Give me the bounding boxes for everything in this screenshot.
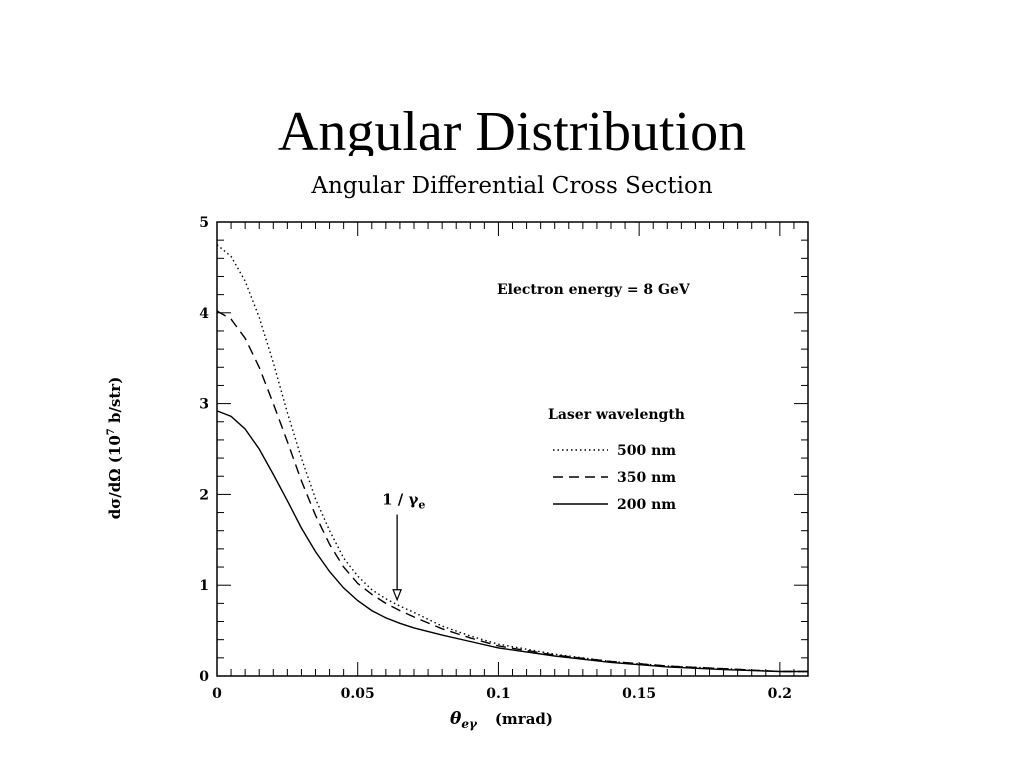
legend-title: Laser wavelength	[548, 407, 685, 423]
y-axis-ticks: 0 1 2 3 4 5	[199, 215, 808, 685]
x-tick-label: 0.2	[768, 686, 792, 702]
y-tick-label: 2	[199, 487, 209, 503]
slide-title: Angular Distribution	[277, 101, 747, 156]
legend-label: 200 nm	[617, 497, 676, 513]
x-axis-ticks: 0 0.05 0.1 0.15 0.2	[212, 222, 809, 702]
series-line-200-nm	[216, 410, 808, 673]
y-tick-label: 4	[199, 306, 209, 322]
x-tick-label: 0.05	[341, 686, 375, 702]
series-line-500-nm	[216, 244, 808, 673]
electron-energy-annotation: Electron energy = 8 GeV	[497, 282, 691, 298]
y-tick-label: 0	[199, 669, 209, 685]
x-tick-label: 0.15	[622, 686, 656, 702]
legend-label: 350 nm	[617, 470, 676, 486]
x-axis-label: θeγ (mrad)	[450, 709, 553, 733]
series-line-350-nm	[216, 310, 808, 673]
inverse-gamma-annotation: 1 / γe	[382, 491, 425, 602]
arrow-head-icon	[392, 589, 403, 602]
y-tick-label: 1	[199, 578, 209, 594]
x-tick-label: 0	[212, 686, 222, 702]
x-tick-label: 0.1	[486, 686, 510, 702]
inverse-gamma-label: 1 / γe	[382, 491, 425, 512]
series-lines	[216, 244, 808, 673]
y-tick-label: 5	[199, 215, 209, 231]
legend: Laser wavelength 500 nm 350 nm 200 nm	[548, 407, 685, 513]
chart-title: Angular Differential Cross Section	[310, 173, 713, 199]
legend-label: 500 nm	[617, 443, 676, 459]
y-axis-label: dσ/dΩ (107 b/str)	[106, 377, 124, 520]
y-tick-label: 3	[199, 397, 209, 413]
